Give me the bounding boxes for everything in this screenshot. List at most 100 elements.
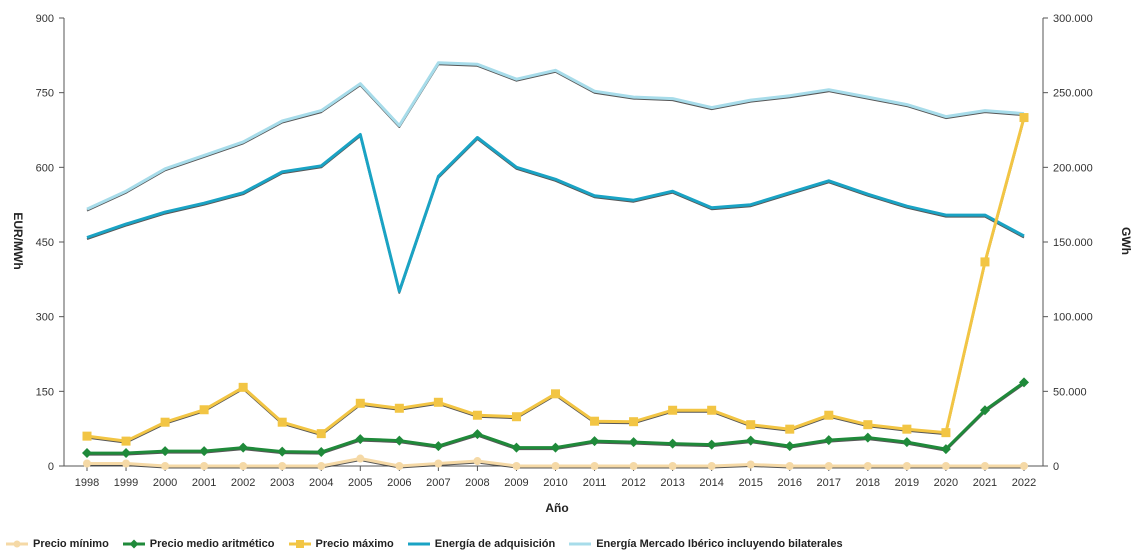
- series-1-point: [238, 442, 249, 453]
- x-tick-label: 2013: [660, 477, 684, 489]
- series-0-point: [941, 462, 950, 470]
- y-axis-title-right: GWh: [1119, 227, 1133, 255]
- legend-swatch-energia-mercado-iberico: [569, 539, 592, 549]
- y-tick-label-right: 100.000: [1053, 312, 1093, 324]
- series-1-point: [82, 448, 92, 459]
- legend: Precio mínimo Precio medio aritmético Pr…: [6, 537, 843, 551]
- series-1-point: [433, 441, 444, 452]
- x-tick-label: 2022: [1012, 477, 1036, 489]
- series-2-point: [941, 428, 951, 438]
- legend-label: Precio medio aritmético: [149, 538, 275, 550]
- y-tick-label-right: 200.000: [1053, 162, 1093, 174]
- series-2-point: [746, 420, 756, 430]
- y-tick-label-left: 600: [36, 162, 54, 174]
- series-2-point: [160, 417, 170, 427]
- x-tick-label: 2001: [192, 477, 216, 489]
- series-3-line: [86, 133, 1025, 293]
- series-0-point: [161, 462, 170, 470]
- series-0-point: [668, 462, 677, 470]
- x-tick-label: 2015: [738, 477, 762, 489]
- series-2-point: [629, 417, 639, 427]
- legend-item-energia-mercado-iberico[interactable]: Energía Mercado Ibérico incluyendo bilat…: [569, 538, 843, 550]
- legend-swatch-precio-medio: [122, 539, 145, 549]
- series-2-point: [902, 424, 912, 434]
- legend-label: Precio máximo: [315, 538, 394, 550]
- axes: 0 150 300 450 600 750 900 0 50.000 100.000 150.000…: [36, 13, 1093, 489]
- series-2-point: [785, 424, 795, 434]
- series-4-group: [86, 61, 1025, 212]
- x-tick-label: 2010: [543, 477, 567, 489]
- x-tick-label: 1999: [114, 477, 138, 489]
- series-0-point: [317, 462, 326, 470]
- series-0-point: [980, 462, 989, 470]
- series-0-point: [824, 462, 833, 470]
- series-1-point: [940, 444, 951, 455]
- y-tick-label-left: 300: [36, 312, 54, 324]
- series-1-point: [589, 436, 600, 447]
- series-2-point: [590, 416, 600, 426]
- legend-swatch-precio-minimo: [6, 539, 28, 549]
- series-1-point: [394, 435, 405, 446]
- series-1-point: [784, 441, 795, 452]
- y-tick-label-left: 750: [36, 88, 54, 100]
- x-tick-label: 2000: [153, 477, 177, 489]
- series-0-point: [1020, 462, 1028, 470]
- series-0-point: [707, 462, 716, 470]
- x-tick-label: 2003: [270, 477, 294, 489]
- x-tick-label: 2008: [465, 477, 489, 489]
- legend-label: Energía Mercado Ibérico incluyendo bilat…: [596, 538, 843, 550]
- series-1-point: [706, 439, 717, 450]
- y-tick-label-left: 150: [36, 386, 54, 398]
- series-2-point: [707, 405, 717, 415]
- y-tick-label-left: 450: [36, 237, 54, 249]
- series-3-group: [86, 133, 1025, 294]
- series-0-point: [473, 457, 482, 466]
- series-2-point: [824, 410, 834, 420]
- x-tick-label: 2002: [231, 477, 255, 489]
- series-0-point: [239, 462, 248, 470]
- series-0-point: [200, 462, 209, 470]
- legend-label: Precio mínimo: [33, 538, 109, 550]
- series-1-point: [160, 446, 171, 457]
- series-1-point: [901, 437, 912, 448]
- series-4-line: [86, 61, 1025, 211]
- legend-item-precio-minimo[interactable]: Precio mínimo: [6, 538, 109, 550]
- x-tick-label: 2021: [973, 477, 997, 489]
- x-tick-label: 2014: [699, 477, 723, 489]
- series-1-point: [199, 446, 210, 457]
- series-0-point: [434, 459, 443, 468]
- x-tick-label: 2012: [621, 477, 645, 489]
- x-tick-label: 2016: [778, 477, 802, 489]
- series-1-group: [82, 377, 1029, 459]
- x-tick-label: 2007: [426, 477, 450, 489]
- price-energy-chart: 0 150 300 450 600 750 900 0 50.000 100.000 150.000…: [11, 13, 1133, 515]
- series-2-point: [863, 420, 873, 430]
- series-1-point: [745, 435, 756, 446]
- y-tick-label-right: 300.000: [1053, 13, 1093, 25]
- series-2-point: [199, 405, 209, 415]
- series-1-point: [511, 442, 522, 453]
- series-1-point: [121, 448, 132, 459]
- legend-label: Energía de adquisición: [434, 538, 556, 550]
- legend-item-precio-medio[interactable]: Precio medio aritmético: [122, 538, 275, 550]
- series-2-point: [433, 397, 443, 407]
- series-0-point: [512, 462, 521, 470]
- x-tick-label: 2019: [895, 477, 919, 489]
- series-2-point: [668, 405, 678, 415]
- series-3-shadow: [86, 135, 1025, 294]
- series-2-group: [82, 113, 1029, 446]
- series-2-point: [277, 417, 287, 427]
- y-axis-title-left: EUR/MWh: [11, 212, 25, 269]
- series-0-point: [122, 459, 131, 468]
- y-tick-label-left: 900: [36, 13, 54, 25]
- x-axis-title: Año: [545, 501, 568, 515]
- series-2-point: [238, 382, 248, 392]
- series-0-point: [83, 459, 91, 468]
- series-0-point: [395, 462, 404, 470]
- series-0-point: [629, 462, 638, 470]
- legend-swatch-energia-adquisicion: [407, 539, 430, 549]
- series-0-point: [278, 462, 287, 470]
- legend-item-precio-maximo[interactable]: Precio máximo: [288, 538, 394, 550]
- legend-item-energia-adquisicion[interactable]: Energía de adquisición: [407, 538, 556, 550]
- series-2-point: [316, 429, 326, 439]
